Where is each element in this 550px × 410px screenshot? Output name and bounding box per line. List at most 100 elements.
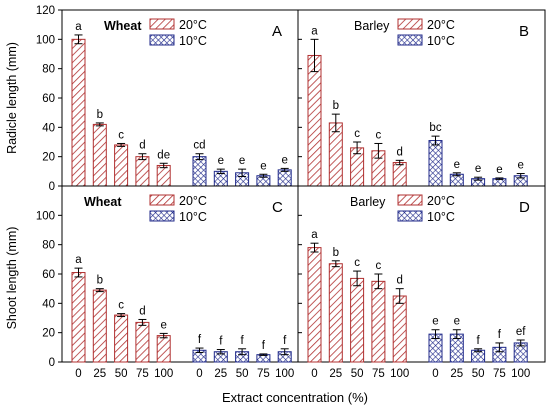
bar-a-warm-75 (135, 156, 150, 187)
x-tick-label: 25 (214, 368, 227, 380)
legend-label: 20°C (179, 194, 207, 208)
x-tick-label: 75 (493, 368, 506, 380)
significance-letter: f (198, 334, 202, 346)
legend-label: 10°C (427, 210, 455, 224)
legend-swatch-cool (397, 210, 423, 222)
significance-letter: c (376, 129, 382, 141)
significance-letter: e (517, 160, 523, 172)
significance-letter: d (396, 146, 402, 158)
y-tick-label: 80 (42, 64, 55, 76)
significance-letter: ef (516, 326, 526, 338)
y-tick-label: 60 (42, 93, 55, 105)
bar-a-cool-0 (192, 156, 207, 187)
significance-letter: f (262, 340, 266, 352)
bar-c-warm-100 (156, 335, 171, 363)
legend-swatch-cool (149, 210, 175, 222)
bar-a-cool-100 (277, 169, 292, 187)
significance-letter: d (139, 140, 145, 152)
x-tick-label: 100 (390, 368, 409, 380)
significance-letter: e (454, 159, 460, 171)
y-tick-label: 0 (49, 181, 55, 193)
legend-swatch-warm (397, 18, 423, 30)
legend-swatch-warm (149, 18, 175, 30)
significance-letter: bc (429, 122, 441, 134)
x-tick-label: 75 (257, 368, 270, 380)
x-tick-label: 100 (275, 368, 294, 380)
bar-c-warm-25 (92, 289, 107, 363)
significance-letter: e (239, 155, 245, 167)
significance-letter: e (218, 155, 224, 167)
panel-letter: D (519, 199, 530, 216)
panel-title: Wheat (84, 195, 122, 209)
significance-letter: c (376, 260, 382, 272)
significance-letter: c (354, 257, 360, 269)
x-axis-label: Extract concentration (%) (222, 390, 368, 405)
bar-b-warm-25 (328, 122, 343, 187)
legend-swatch-warm (149, 194, 175, 206)
legend-label: 20°C (427, 194, 455, 208)
bar-a-warm-25 (92, 123, 107, 187)
legend-label: 20°C (179, 18, 207, 32)
y-axis-label-top: Radicle length (mm) (5, 42, 19, 154)
legend-label: 10°C (179, 34, 207, 48)
significance-letter: a (311, 229, 318, 241)
significance-letter: f (219, 336, 223, 348)
x-tick-label: 75 (136, 368, 149, 380)
bar-d-warm-75 (371, 280, 386, 363)
significance-letter: d (396, 275, 402, 287)
legend-swatch-cool (397, 34, 423, 46)
y-tick-label: 40 (42, 298, 55, 310)
bar-d-warm-0 (307, 247, 322, 363)
bar-c-warm-0 (71, 272, 86, 363)
legend-swatch-warm (397, 194, 423, 206)
bar-a-warm-0 (71, 38, 86, 187)
significance-letter: e (432, 316, 438, 328)
x-tick-label: 100 (154, 368, 173, 380)
significance-letter: e (475, 163, 481, 175)
significance-letter: d (139, 305, 145, 317)
legend-label: 20°C (427, 18, 455, 32)
panel-letter: A (272, 23, 282, 40)
x-tick-label: 75 (372, 368, 385, 380)
y-tick-label: 80 (42, 240, 55, 252)
significance-letter: cd (193, 140, 205, 152)
significance-letter: a (75, 21, 82, 33)
x-tick-label: 25 (450, 368, 463, 380)
significance-letter: b (333, 247, 339, 259)
y-tick-label: 20 (42, 152, 55, 164)
panel-c: 0 20 40 60 80 100 a 0 b 25 c 50 d 75 e 100 f 0 f 25 f 50 f 75 f 1… (36, 185, 299, 380)
significance-letter: c (118, 129, 124, 141)
significance-letter: a (311, 25, 318, 37)
x-tick-label: 50 (351, 368, 364, 380)
bar-b-cool-0 (428, 140, 443, 187)
y-axis-label-bottom: Shoot length (mm) (5, 227, 19, 330)
x-tick-label: 50 (115, 368, 128, 380)
x-tick-label: 0 (196, 368, 202, 380)
significance-letter: b (97, 109, 103, 121)
legend-label: 10°C (427, 34, 455, 48)
y-tick-label: 0 (49, 357, 55, 369)
significance-letter: b (333, 100, 339, 112)
significance-letter: f (498, 329, 502, 341)
significance-letter: e (260, 160, 266, 172)
significance-letter: b (97, 275, 103, 287)
bar-c-warm-50 (114, 314, 129, 363)
panel-letter: B (519, 23, 529, 40)
panel-title: Wheat (104, 19, 142, 33)
y-tick-label: 100 (36, 210, 55, 222)
bar-d-warm-100 (392, 295, 407, 363)
panel-letter: C (272, 199, 283, 216)
legend-label: 10°C (179, 210, 207, 224)
panel-d: a 0 b 25 c 50 c 75 d 100 e 0 e 25 f 50 f 75 ef 100 Barley 20°… (297, 185, 546, 380)
x-tick-label: 0 (75, 368, 81, 380)
bar-a-warm-50 (114, 144, 129, 187)
bar-b-warm-100 (392, 162, 407, 187)
panel-title: Barley (350, 195, 386, 209)
significance-letter: e (160, 319, 166, 331)
x-tick-label: 0 (432, 368, 438, 380)
bar-b-warm-0 (307, 54, 322, 187)
significance-letter: f (476, 335, 480, 347)
x-tick-label: 25 (93, 368, 106, 380)
